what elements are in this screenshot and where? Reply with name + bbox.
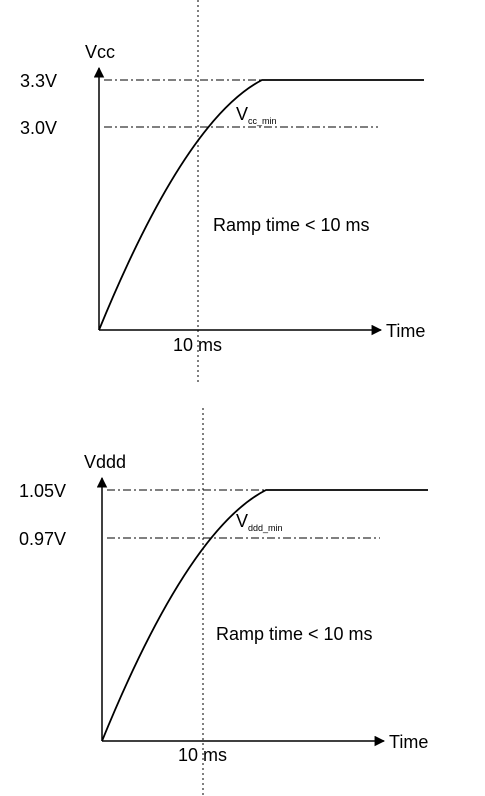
vddd-axis-label: Vddd bbox=[84, 452, 126, 472]
vddd-ramp-curve bbox=[101, 489, 428, 742]
vcc-axis-label: Vcc bbox=[85, 42, 115, 62]
vddd-time-label: Time bbox=[389, 732, 428, 752]
vcc-ten-ms-label: 10 ms bbox=[173, 335, 222, 355]
vcc-time-label: Time bbox=[386, 321, 425, 341]
vcc-ramp-chart: Vcc 3.3V 3.0V Vcc_min Ramp time < 10 ms … bbox=[20, 42, 425, 355]
vddd-level-label-min: 0.97V bbox=[19, 529, 66, 549]
vddd-ramp-annotation: Ramp time < 10 ms bbox=[216, 624, 373, 644]
vcc-ramp-annotation: Ramp time < 10 ms bbox=[213, 215, 370, 235]
vcc-min-label: Vcc_min bbox=[236, 104, 277, 126]
vddd-min-label: Vddd_min bbox=[236, 511, 283, 533]
vddd-ramp-chart: Vddd 1.05V 0.97V Vddd_min Ramp time < 10… bbox=[19, 452, 428, 765]
vcc-level-label-min: 3.0V bbox=[20, 118, 57, 138]
vddd-ten-ms-label: 10 ms bbox=[178, 745, 227, 765]
vcc-level-label-high: 3.3V bbox=[20, 71, 57, 91]
vddd-level-label-high: 1.05V bbox=[19, 481, 66, 501]
vcc-ramp-curve bbox=[98, 79, 424, 331]
